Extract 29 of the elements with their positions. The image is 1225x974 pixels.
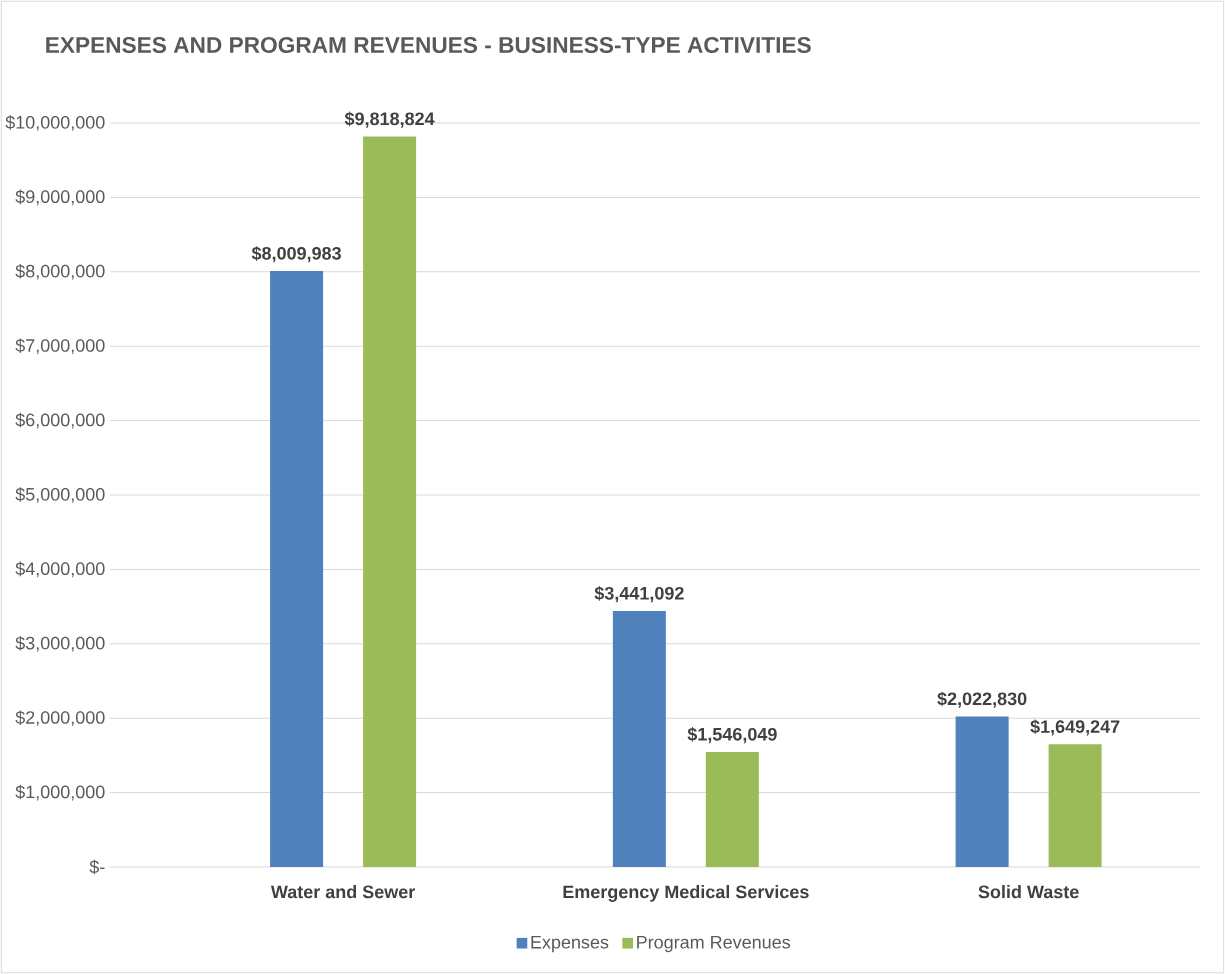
y-tick-label: $1,000,000 (15, 784, 105, 801)
bar (705, 751, 759, 867)
legend-label: Program Revenues (637, 936, 791, 953)
bar (612, 610, 666, 867)
data-label: $3,441,092 (594, 586, 684, 603)
y-tick-label: $4,000,000 (15, 561, 105, 578)
y-tick-label: $3,000,000 (15, 635, 105, 652)
y-tick-label: $6,000,000 (15, 412, 105, 429)
bar (1048, 744, 1102, 867)
y-tick-label: $- (89, 859, 105, 875)
y-tick-label: $9,000,000 (15, 189, 105, 206)
y-tick-label: $7,000,000 (15, 338, 105, 354)
y-tick-label: $5,000,000 (15, 487, 105, 503)
y-tick-label: $8,000,000 (15, 263, 105, 280)
y-tick-label: $10,000,000 (5, 115, 105, 131)
x-tick-label: Water and Sewer (270, 885, 415, 899)
x-tick-label: Emergency Medical Services (563, 885, 809, 902)
y-tick-label: $2,000,000 (15, 710, 105, 726)
legend-label: Expenses (531, 936, 609, 953)
bar (363, 136, 417, 867)
bar (270, 271, 324, 867)
x-tick-label: Solid Waste (978, 885, 1079, 899)
bar (955, 716, 1009, 867)
data-label: $1,649,247 (1030, 719, 1120, 736)
data-label: $9,818,824 (344, 111, 435, 128)
chart-title: EXPENSES AND PROGRAM REVENUES - BUSINESS-TYPE ACTIVITIES (46, 36, 811, 54)
data-label: $8,009,983 (251, 246, 341, 263)
data-label: $2,022,830 (937, 691, 1027, 708)
data-label: $1,546,049 (687, 727, 777, 744)
